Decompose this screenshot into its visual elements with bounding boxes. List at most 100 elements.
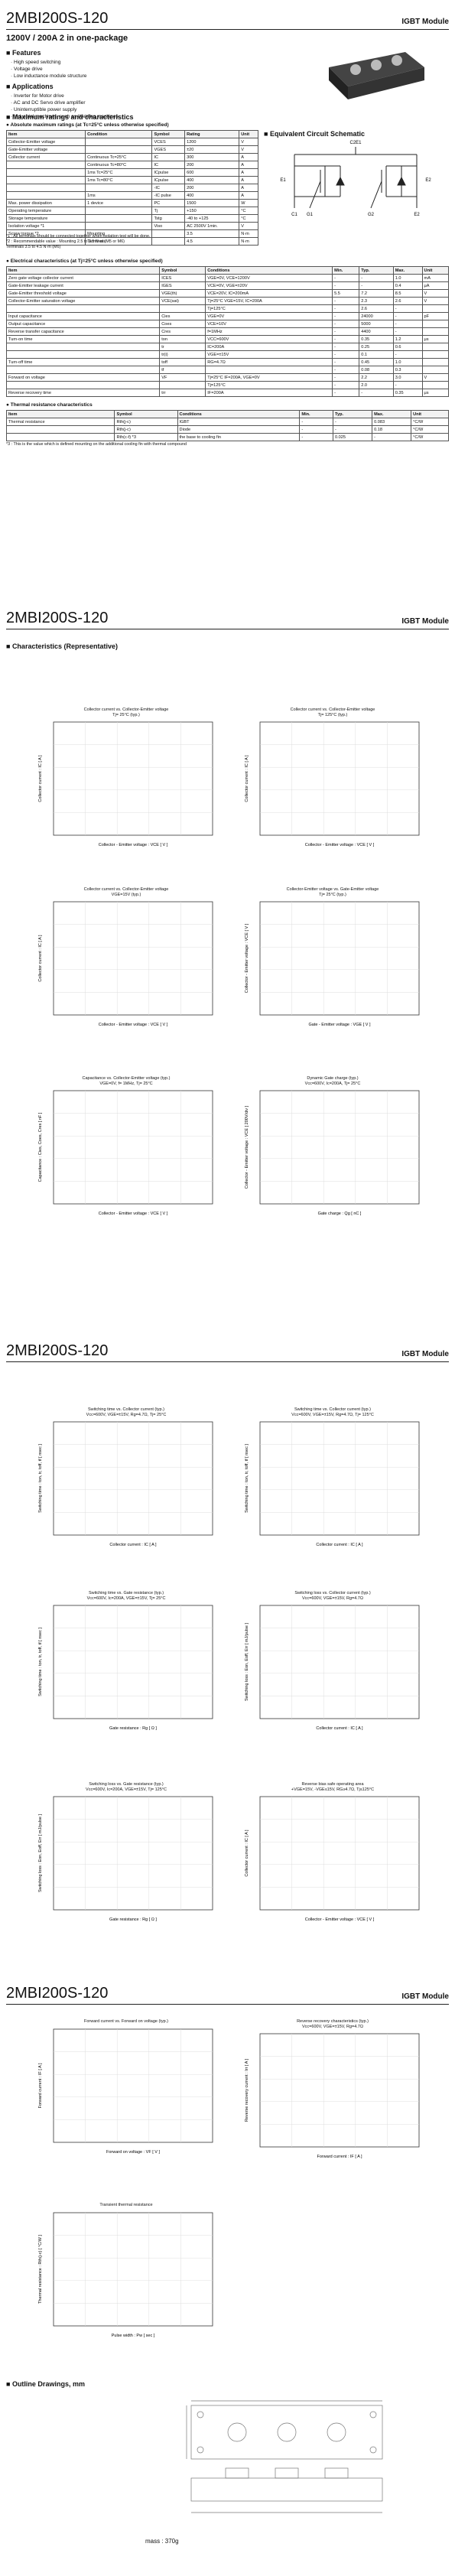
table-cell xyxy=(85,207,153,215)
plot-frame xyxy=(259,1605,420,1719)
chart-conditions: Tj= 125°C (typ.) xyxy=(317,712,348,717)
table-cell: tf xyxy=(159,366,206,374)
table-cell: Gate-Emitter voltage xyxy=(5,145,86,154)
table-cell: 600 xyxy=(184,168,240,177)
column-header: Typ. xyxy=(359,266,394,275)
chart-title: Reverse recovery characteristics (typ.) xyxy=(297,2019,369,2024)
plot-frame xyxy=(53,2212,213,2326)
page-header: 2MBI200S-120 IGBT Module xyxy=(6,606,449,629)
table-cell xyxy=(205,366,333,374)
chart-plot: Pulse width : Pw [ sec ] Thermal resistan… xyxy=(38,2212,213,2338)
chart-plot: Gate resistance : Rg [ Ω ] Switching time… xyxy=(38,1605,213,1731)
table-cell: 1ms Tc=80°C xyxy=(85,176,153,184)
table-cell: 2.6 xyxy=(359,304,394,313)
x-axis-label: Gate resistance : Rg [ Ω ] xyxy=(109,1917,157,1922)
table-row: Rth(j-c) Diode - -0.18 °C/W xyxy=(5,425,449,434)
thermal-table: Item Symbol Conditions Min. Typ. Max. Unit Ther… xyxy=(5,410,449,441)
table-cell: tr(i) xyxy=(159,350,206,359)
table-cell: °C xyxy=(239,207,258,215)
table-cell xyxy=(5,184,86,192)
table-cell xyxy=(421,343,450,351)
column-header: Unit xyxy=(411,410,449,418)
table-cell: - xyxy=(332,281,360,290)
table-cell: 1.2 xyxy=(392,335,423,343)
y-axis-label: Switching time : ton, tr, toff, tf [ nse… xyxy=(38,1444,43,1513)
table-cell xyxy=(421,320,450,328)
table-cell: 24000 xyxy=(359,312,394,320)
chart-conditions: Vcc=600V, VGE=±15V, Rg=4.7Ω, Tj= 125°C xyxy=(291,1412,374,1417)
chart: Switching loss vs. Collector current (ty… xyxy=(237,1591,428,1744)
chart-title: Collector-Emitter voltage vs. Gate-Emitt… xyxy=(286,887,379,892)
table-cell: 1 device xyxy=(85,199,153,207)
plot-frame xyxy=(259,901,420,1016)
chart-title: Switching loss vs. Gate resistance (typ.… xyxy=(89,1782,164,1787)
applications-item: AC and DC Servo drive amplifier xyxy=(11,99,119,106)
table-cell: Tj xyxy=(151,207,186,215)
table-cell: VCE(sat) xyxy=(159,297,206,305)
column-header: Min. xyxy=(299,410,333,418)
y-axis-label: Forward current : IF [ A ] xyxy=(38,2063,43,2108)
applications-item: Uninterruptible power supply xyxy=(11,106,119,113)
table-row: Rth(c-f) *3 the base to cooling fin -0.025… xyxy=(5,433,449,441)
chart-conditions: Vcc=600V, VGE=±15V, Rg=4.7Ω, Tj= 25°C xyxy=(86,1412,167,1417)
header-row: Item Symbol Conditions Min. Typ. Max. Unit xyxy=(5,266,450,275)
table-cell: -IC pulse xyxy=(151,191,186,200)
table-cell: 2.0 xyxy=(359,381,394,389)
max-ratings-table: Item Condition Symbol Rating Unit Collector-E… xyxy=(5,130,258,246)
table-cell: Output capacitance xyxy=(5,320,161,328)
table-cell: - xyxy=(359,281,394,290)
table-cell: ton xyxy=(159,335,206,343)
table-cell: - xyxy=(359,389,394,397)
table-cell: Coes xyxy=(159,320,206,328)
table-cell: Tj=25°C IF=200A, VGE=0V xyxy=(205,373,333,382)
table-cell: VCC=600V xyxy=(205,335,333,343)
table-cell: 2.6 xyxy=(392,297,423,305)
table-cell: N·m xyxy=(239,237,258,246)
table-cell: VCE=20V, IC=200mA xyxy=(205,289,333,298)
x-axis-label: Forward current : IF [ A ] xyxy=(317,2155,362,2159)
table-cell: 0.35 xyxy=(359,335,394,343)
part-number: 2MBI200S-120 xyxy=(6,610,109,626)
table-cell: Tj=125°C xyxy=(205,304,333,313)
chart-conditions: Vcc=600V, Ic=200A, VGE=±15V, Tj= 25°C xyxy=(86,1595,166,1601)
table-row: Terminals 4.5 N·m xyxy=(5,237,258,246)
table-cell: Tj=125°C xyxy=(205,381,333,389)
chart-title: Collector current vs. Collector-Emitter … xyxy=(83,707,169,712)
chart-conditions: Tj= 25°C (typ.) xyxy=(112,712,140,717)
table-cell: - xyxy=(332,350,360,359)
table-cell: Collector-Emitter saturation voltage xyxy=(5,297,161,305)
chart-title: Switching time vs. Collector current (ty… xyxy=(88,1407,164,1412)
table-cell: Turn-on time xyxy=(5,335,161,343)
chart-plot: Collector - Emitter voltage : VCE [ V ] C… xyxy=(38,1090,213,1216)
table-cell: - xyxy=(332,327,360,336)
table-cell: 1.0 xyxy=(392,274,423,282)
table-row: Tj=125°C -2.6- xyxy=(5,304,450,313)
outline-drawing xyxy=(186,2400,383,2513)
plot-frame xyxy=(53,901,213,1016)
table-cell: trr xyxy=(159,389,206,397)
plot-frame xyxy=(53,1421,213,1536)
table-row: Collector current Continuous Tc=25°C IC 300… xyxy=(5,153,258,161)
table-cell xyxy=(421,327,450,336)
max-ratings-subheading: Absolute maximum ratings (at Tc=25°C unl… xyxy=(6,122,169,128)
chart-conditions: Vcc=600V, Ic=200A, VGE=±15V, Tj= 125°C xyxy=(86,1787,167,1792)
table-cell: 200 xyxy=(184,184,240,192)
table-cell: 2.3 xyxy=(359,297,394,305)
table-cell: 5000 xyxy=(359,320,394,328)
table-cell xyxy=(5,381,161,389)
table-cell xyxy=(159,304,206,313)
table-cell: V xyxy=(239,138,258,146)
table-cell: IC xyxy=(151,161,186,169)
table-cell: Rth(j-c) xyxy=(114,418,178,426)
chart-plot: Gate resistance : Rg [ Ω ] Switching loss… xyxy=(38,1796,213,1922)
table-cell: 8.5 xyxy=(392,289,423,298)
y-axis-label: Collector current : IC [ A ] xyxy=(38,935,43,982)
chart-conditions: VGE=0V, f= 1MHz, Tj= 25°C xyxy=(99,1081,153,1086)
table-cell: Gate-Emitter leakage current xyxy=(5,281,161,290)
table-cell: VF xyxy=(159,373,206,382)
chart-title: Dynamic Gate charge (typ.) xyxy=(307,1076,359,1081)
table-cell: 5.5 xyxy=(332,289,360,298)
table-cell: Collector-Emitter voltage xyxy=(5,138,86,146)
x-axis-label: Gate - Emitter voltage : VGE [ V ] xyxy=(308,1023,370,1027)
